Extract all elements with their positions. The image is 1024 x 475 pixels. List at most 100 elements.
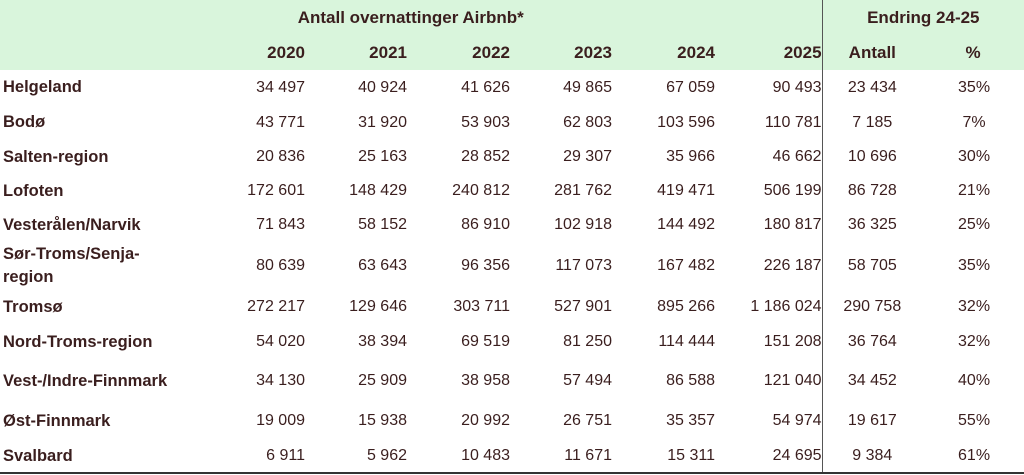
- table-row: Nord-Troms-region 54 020 38 394 69 519 81 25…: [0, 324, 1024, 360]
- cell-value: 25 163: [358, 148, 407, 165]
- table-row: Øst-Finnmark 19 009 15 938 20 992 26 751 35 3…: [0, 402, 1024, 440]
- cell-value: 20 992: [461, 412, 510, 429]
- column-header: 2025: [720, 35, 823, 70]
- cell-value: 25 909: [358, 372, 407, 389]
- cell-value: 67 059: [666, 78, 715, 96]
- row-label: Øst-Finnmark: [3, 411, 111, 430]
- cell-value: 114 444: [658, 333, 715, 350]
- column-header: 2024: [617, 35, 720, 70]
- cell-value: 54 020: [256, 333, 305, 350]
- row-label: Nord-Troms-region: [3, 332, 153, 351]
- cell-value: 40 924: [358, 78, 407, 96]
- table-row: Salten-region 20 836 25 163 28 852 29 307 35 …: [0, 140, 1024, 174]
- cell-value: 110 781: [720, 105, 823, 140]
- cell-value: 506 199: [720, 174, 823, 208]
- cell-value: 38 394: [358, 333, 407, 350]
- group-title: Endring 24-25: [822, 0, 1024, 35]
- cell-value: 81 250: [563, 333, 612, 350]
- table-header: Antall overnattinger Airbnb* Endring 24-…: [0, 0, 1024, 70]
- cell-value: 41 626: [461, 78, 510, 96]
- cell-value: 21%: [958, 182, 991, 199]
- row-label: Svalbard: [0, 440, 210, 474]
- cell-value: 151 208: [720, 324, 823, 360]
- cell-value: 121 040: [720, 360, 823, 402]
- cell-value: 90 493: [720, 70, 823, 105]
- cell-value: 148 429: [349, 182, 407, 199]
- cell-value: 38 958: [461, 372, 510, 389]
- cell-value: 86 588: [666, 372, 715, 389]
- cell-value: 11 671: [515, 440, 617, 474]
- cell-value: 32%: [958, 333, 991, 350]
- cell-value: 71 843: [256, 216, 305, 233]
- cell-value: 30%: [958, 148, 991, 165]
- cell-value: 7%: [962, 113, 986, 131]
- column-header: 2020: [210, 35, 310, 70]
- cell-value: 527 901: [554, 298, 612, 315]
- cell-value: 290 758: [843, 298, 902, 315]
- cell-value: 102 918: [554, 216, 612, 233]
- cell-value: 55%: [958, 412, 991, 429]
- cell-value: 36 325: [847, 216, 897, 233]
- cell-value: 35 966: [666, 148, 715, 165]
- table-row: Svalbard 6 911 5 962 10 483 11 671 15 311 24 6…: [0, 440, 1024, 474]
- cell-value: 144 492: [657, 216, 715, 233]
- cell-value: 34 130: [256, 372, 305, 389]
- cell-value: 129 646: [349, 298, 407, 315]
- row-label: Salten-region: [3, 147, 109, 166]
- cell-value: 895 266: [657, 298, 715, 315]
- cell-value: 103 596: [657, 113, 715, 131]
- cell-value: 15 311: [617, 440, 720, 474]
- cell-value: 69 519: [461, 333, 510, 350]
- cell-value: 63 643: [358, 257, 407, 274]
- table-row: Vesterålen/Narvik 71 843 58 152 86 910 102 9…: [0, 208, 1024, 242]
- row-label: Vest-/Indre-Finnmark: [3, 371, 168, 390]
- cell-value: 1 186 024: [720, 290, 823, 324]
- cell-value: 10 696: [847, 148, 897, 165]
- cell-value: 36 764: [847, 333, 897, 350]
- cell-value: 117 073: [555, 257, 612, 274]
- cell-value: 58 705: [847, 257, 897, 274]
- cell-value: 24 695: [720, 440, 823, 474]
- cell-value: 34 497: [256, 78, 305, 96]
- row-label: Vesterålen/Narvik: [3, 215, 141, 234]
- cell-value: 5 962: [310, 440, 412, 474]
- cell-value: 272 217: [247, 298, 305, 315]
- column-header: %: [922, 35, 1024, 70]
- cell-value: 62 803: [563, 113, 612, 131]
- cell-value: 32%: [958, 298, 991, 315]
- cell-value: 19 009: [256, 412, 305, 429]
- column-header: Antall: [822, 35, 923, 70]
- column-header: 2023: [515, 35, 617, 70]
- cell-value: 240 812: [452, 182, 510, 199]
- cell-value: 40%: [958, 372, 991, 389]
- cell-value: 53 903: [461, 113, 510, 131]
- group-title: Antall overnattinger Airbnb*: [0, 0, 823, 35]
- table-row: Vest-/Indre-Finnmark 34 130 25 909 38 958 57…: [0, 360, 1024, 402]
- cell-value: 172 601: [247, 182, 305, 199]
- row-label: Sør-Troms/Senja-region: [3, 245, 140, 286]
- table-row: Tromsø 272 217 129 646 303 711 527 901 895 26…: [0, 290, 1024, 324]
- row-label: Lofoten: [3, 181, 64, 200]
- cell-value: 9 384: [822, 440, 923, 474]
- cell-value: 25%: [958, 216, 991, 233]
- table-body: Helgeland 34 497 40 924 41 626 49 865 67 059 9…: [0, 70, 1024, 474]
- cell-value: 54 974: [720, 402, 823, 440]
- cell-value: 80 639: [256, 257, 305, 274]
- cell-value: 31 920: [358, 113, 407, 131]
- cell-value: 61%: [922, 440, 1024, 474]
- cell-value: 96 356: [461, 257, 510, 274]
- cell-value: 23 434: [847, 78, 897, 96]
- row-label: Bodø: [3, 113, 46, 131]
- cell-value: 34 452: [847, 372, 897, 389]
- cell-value: 35 357: [666, 412, 715, 429]
- cell-value: 26 751: [563, 412, 612, 429]
- cell-value: 20 836: [256, 148, 305, 165]
- row-label: Tromsø: [3, 297, 63, 316]
- cell-value: 58 152: [358, 216, 407, 233]
- column-header: 2021: [310, 35, 412, 70]
- table-row: Helgeland 34 497 40 924 41 626 49 865 67 059 9…: [0, 70, 1024, 105]
- table-row: Sør-Troms/Senja-region 80 639 63 643 96 356…: [0, 242, 1024, 290]
- cell-value: 303 711: [453, 298, 510, 315]
